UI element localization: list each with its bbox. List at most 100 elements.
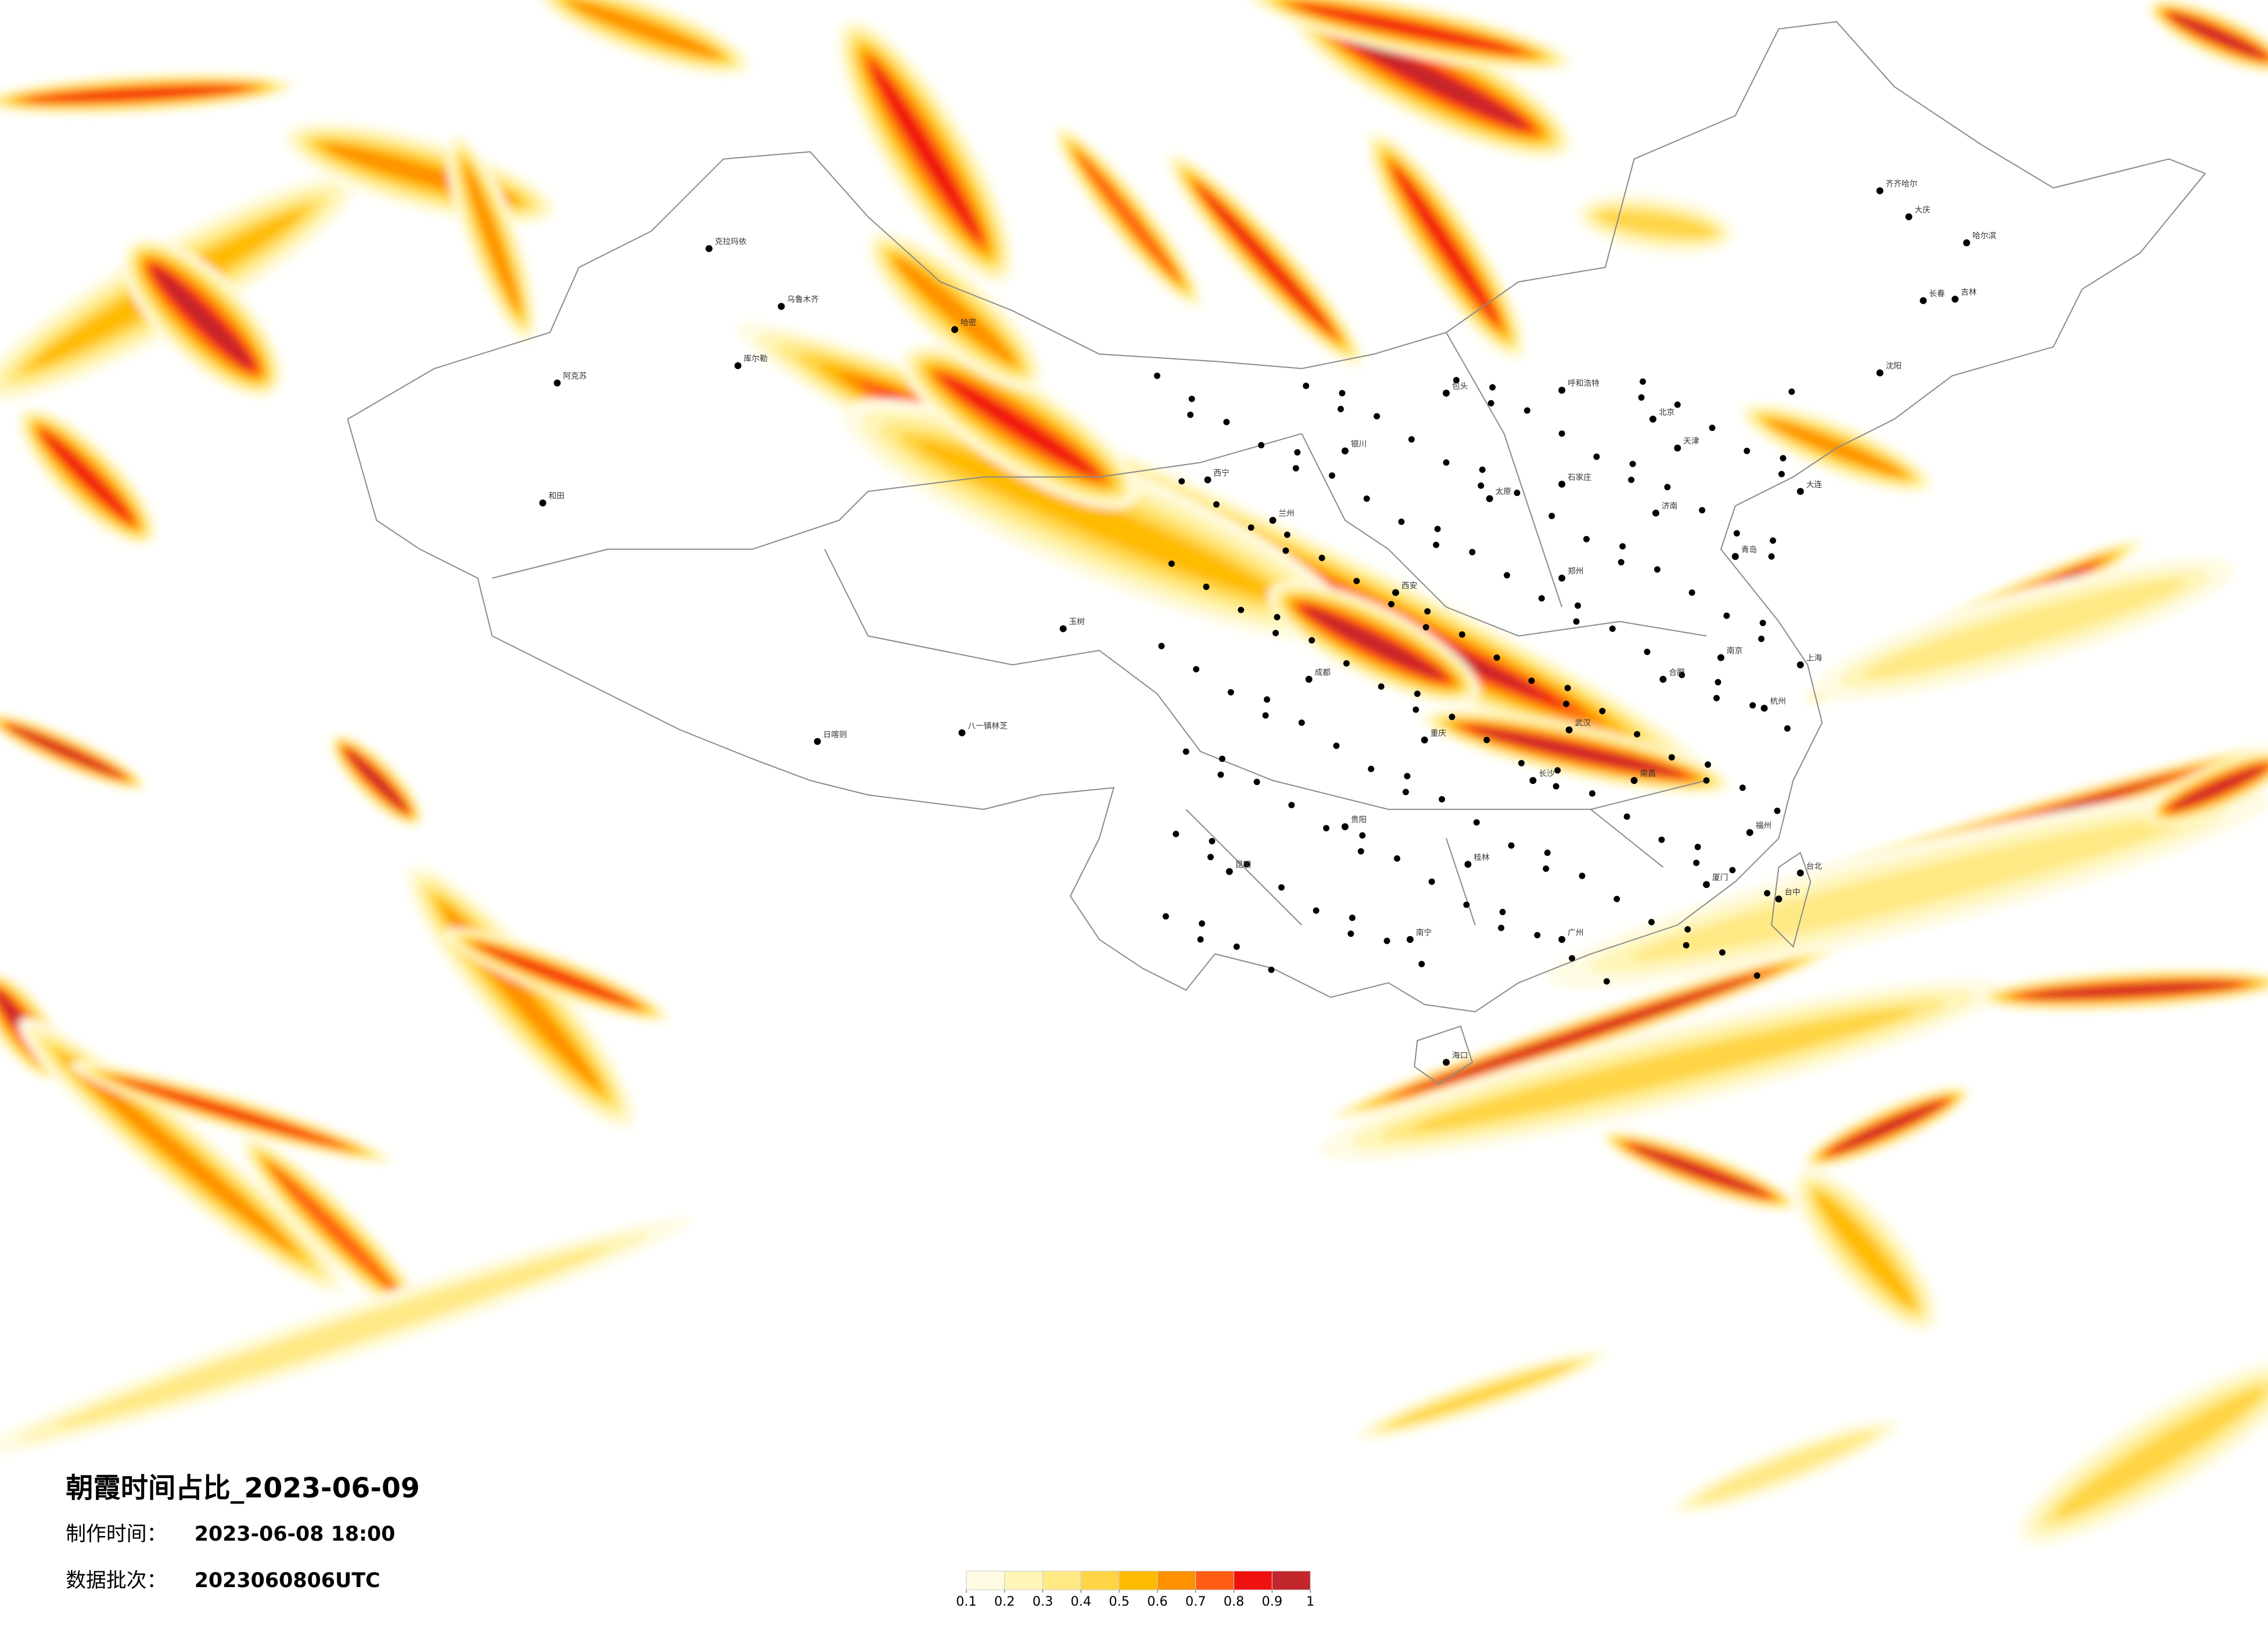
city-dot: [1876, 187, 1884, 195]
city-dot: [1353, 578, 1360, 585]
city-dot: [1703, 777, 1710, 784]
city-dot: [1421, 736, 1428, 744]
city-dot: [1709, 425, 1716, 431]
city-dot: [1630, 777, 1638, 784]
city-dot: [1619, 543, 1626, 550]
city-dot: [1775, 895, 1782, 903]
heat-patch: [2171, 767, 2265, 809]
city-dot: [1158, 643, 1165, 650]
city-dot: [1408, 436, 1415, 443]
heat-patch: [896, 258, 1014, 363]
colorbar-tick-label: 0.3: [1033, 1594, 1054, 1609]
city-label: 哈密: [961, 318, 977, 328]
city-dot: [1197, 936, 1204, 943]
city-dot: [1573, 618, 1580, 625]
city-dot: [1753, 972, 1760, 979]
province-border: [492, 332, 1707, 926]
city-dot: [1746, 829, 1753, 836]
heat-patch: [1817, 1194, 1914, 1306]
city-dot: [1589, 790, 1595, 797]
city-label: 沈阳: [1886, 362, 1902, 371]
city-dot: [1644, 649, 1651, 655]
heat-patch: [124, 1080, 340, 1146]
city-dot: [734, 362, 742, 369]
colorbar-tick-label: 0.7: [1185, 1594, 1206, 1609]
city-dot: [1453, 377, 1460, 384]
city-dot: [1443, 459, 1450, 466]
heat-patch: [1831, 1102, 1943, 1153]
city-dot: [1448, 714, 1455, 720]
city-dot: [1715, 679, 1721, 686]
city-dot: [1347, 930, 1354, 937]
city-dot: [1733, 530, 1740, 537]
city-dot: [1713, 695, 1720, 702]
city-dot: [1213, 501, 1220, 508]
city-dot: [1343, 660, 1350, 667]
city-dot: [1599, 708, 1606, 715]
city-dot: [1678, 671, 1685, 678]
city-label: 北京: [1659, 408, 1674, 417]
title: 朝霞时间占比_2023-06-09: [66, 1472, 420, 1504]
city-dot: [1424, 608, 1431, 615]
city-dot: [1187, 411, 1194, 418]
city-label: 广州: [1568, 928, 1583, 937]
city-label: 库尔勒: [744, 354, 768, 364]
city-label: 太原: [1496, 487, 1511, 497]
city-dot: [1538, 595, 1545, 602]
city-label: 重庆: [1430, 729, 1447, 738]
heat-patch: [2056, 1388, 2265, 1517]
heat-patch: [12, 727, 120, 776]
city-dot: [1303, 383, 1310, 390]
city-dot: [1378, 683, 1385, 690]
city-dot: [1770, 537, 1777, 544]
city-dot: [1313, 907, 1320, 914]
city-dot: [1329, 472, 1335, 479]
city-dot: [1203, 584, 1210, 590]
city-label: 南昌: [1640, 769, 1656, 779]
city-dot: [1649, 415, 1656, 423]
heat-patch: [32, 87, 244, 101]
city-dot: [1699, 507, 1706, 514]
city-label: 海口: [1452, 1051, 1468, 1060]
city-dot: [1723, 612, 1730, 619]
city-dot: [1648, 919, 1655, 926]
city-dot: [1674, 401, 1681, 408]
city-dot: [1554, 767, 1561, 774]
city-label: 福州: [1756, 821, 1771, 830]
city-dot: [1333, 742, 1340, 749]
city-label: 石家庄: [1568, 472, 1591, 482]
city-dot: [1392, 589, 1399, 596]
city-dot: [1341, 447, 1349, 455]
heat-patch: [57, 1246, 609, 1428]
city-dot: [1569, 955, 1576, 962]
city-dot: [1739, 784, 1746, 791]
city-dot: [1558, 574, 1566, 582]
city-dot: [1498, 924, 1505, 931]
city-dot: [1479, 466, 1486, 473]
heat-patch: [1473, 728, 1680, 775]
city-dot: [1693, 859, 1700, 866]
info-value: 2023-06-08 18:00: [195, 1523, 396, 1546]
city-dot: [1193, 665, 1199, 672]
colorbar-tick-label: 0.6: [1147, 1594, 1168, 1609]
city-label: 济南: [1662, 502, 1677, 511]
info-label: 数据批次：: [66, 1569, 167, 1592]
info-value: 2023060806UTC: [195, 1569, 380, 1592]
city-dot: [1719, 949, 1726, 956]
city-dot: [1543, 865, 1550, 872]
city-dot: [1544, 849, 1551, 856]
city-dot: [1688, 589, 1695, 596]
city-dot: [1238, 606, 1245, 613]
city-dot: [1558, 430, 1565, 437]
city-dot: [1422, 624, 1429, 631]
city-dot: [1394, 855, 1400, 862]
heat-patch: [1634, 1146, 1765, 1195]
city-label: 杭州: [1770, 697, 1786, 706]
city-dot: [1253, 779, 1260, 785]
colorbar-box: [1042, 1570, 1081, 1591]
city-dot: [1262, 712, 1269, 719]
city-dot: [1349, 914, 1356, 921]
city-label: 南京: [1727, 646, 1742, 656]
